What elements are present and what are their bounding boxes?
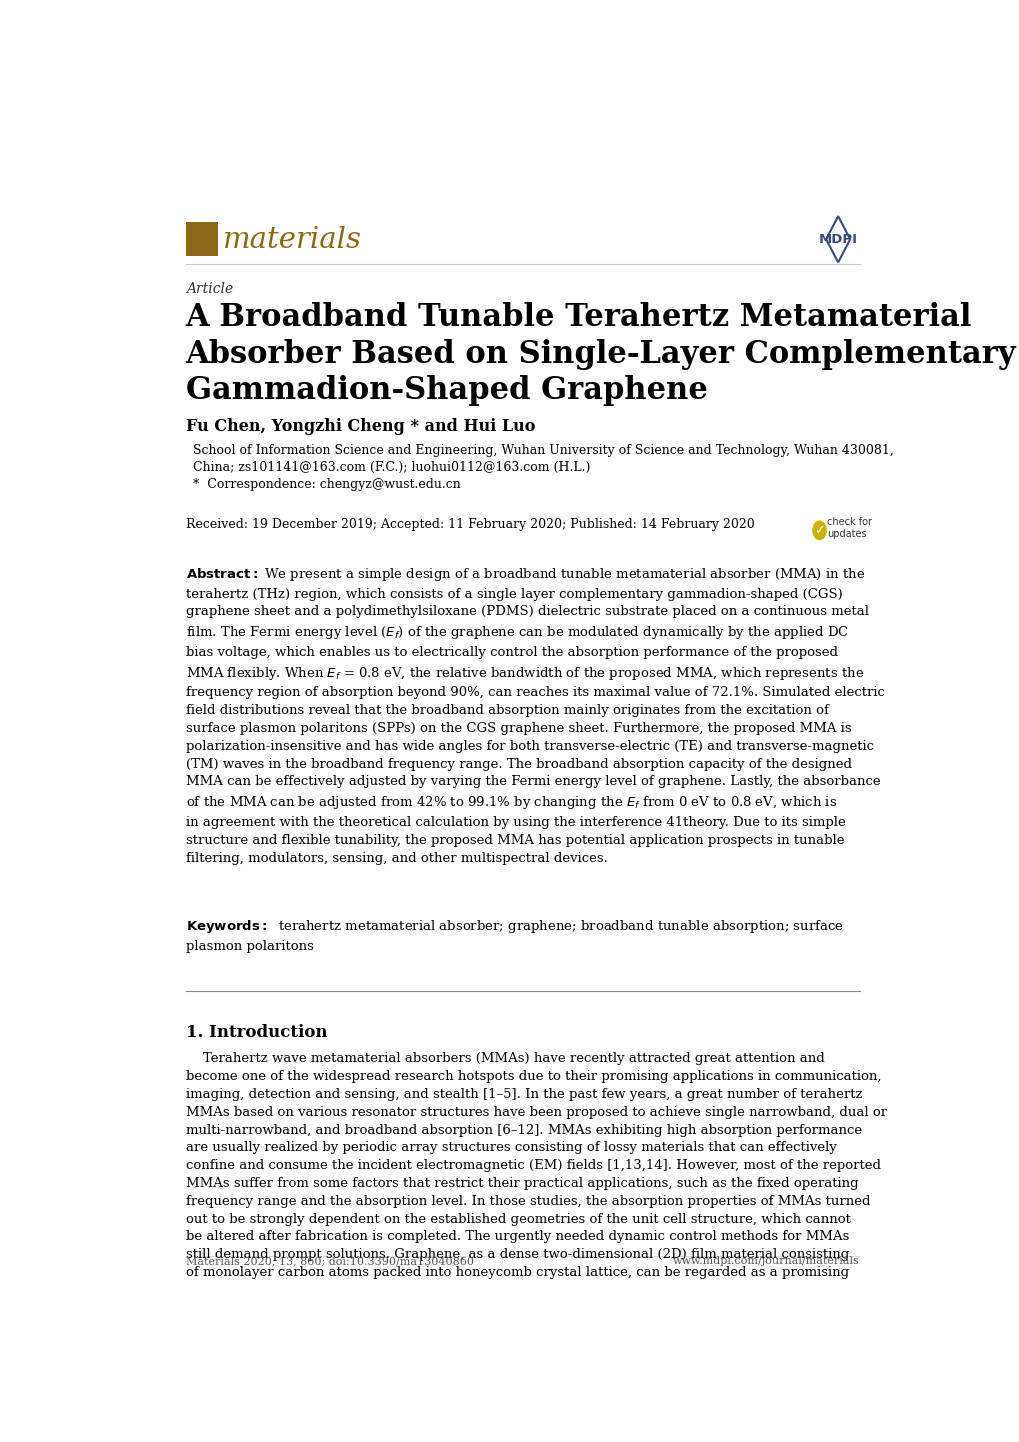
Text: ✓: ✓ bbox=[813, 523, 824, 536]
Text: Materials 2020, 13, 860; doi:10.3390/ma13040860: Materials 2020, 13, 860; doi:10.3390/ma1… bbox=[185, 1256, 473, 1266]
Text: *  Correspondence: chengyz@wust.edu.cn: * Correspondence: chengyz@wust.edu.cn bbox=[194, 477, 461, 490]
Text: Article: Article bbox=[185, 283, 232, 297]
Text: School of Information Science and Engineering, Wuhan University of Science and T: School of Information Science and Engine… bbox=[194, 444, 894, 457]
Text: check for
updates: check for updates bbox=[826, 516, 871, 539]
Text: China; zs101141@163.com (F.C.); luohui0112@163.com (H.L.): China; zs101141@163.com (F.C.); luohui01… bbox=[194, 461, 590, 474]
Text: Fu Chen, Yongzhi Cheng * and Hui Luo: Fu Chen, Yongzhi Cheng * and Hui Luo bbox=[185, 418, 535, 435]
Text: 1. Introduction: 1. Introduction bbox=[185, 1024, 327, 1041]
Text: A Broadband Tunable Terahertz Metamaterial
Absorber Based on Single-Layer Comple: A Broadband Tunable Terahertz Metamateri… bbox=[185, 303, 1015, 407]
Text: materials: materials bbox=[222, 226, 362, 254]
Text: $\bf{Keywords:}$  terahertz metamaterial absorber; graphene; broadband tunable a: $\bf{Keywords:}$ terahertz metamaterial … bbox=[185, 919, 843, 953]
Text: MDPI: MDPI bbox=[818, 232, 857, 245]
Text: Terahertz wave metamaterial absorbers (MMAs) have recently attracted great atten: Terahertz wave metamaterial absorbers (M… bbox=[185, 1053, 886, 1279]
Text: Received: 19 December 2019; Accepted: 11 February 2020; Published: 14 February 2: Received: 19 December 2019; Accepted: 11… bbox=[185, 518, 754, 531]
Text: www.mdpi.com/journal/materials: www.mdpi.com/journal/materials bbox=[673, 1256, 859, 1266]
Circle shape bbox=[812, 521, 825, 539]
FancyBboxPatch shape bbox=[185, 222, 218, 257]
Text: $\bf{Abstract:}$ We present a simple design of a broadband tunable metamaterial : $\bf{Abstract:}$ We present a simple des… bbox=[185, 565, 883, 865]
